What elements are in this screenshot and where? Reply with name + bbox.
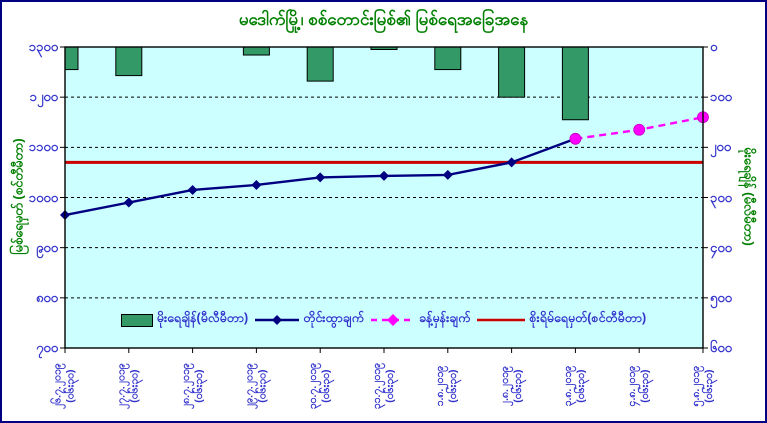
chart-title: မဒေါက်မြို့၊ စစ်တောင်းမြစ်၏ မြစ်ရေအခြေအန…	[238, 10, 529, 29]
x-axis-label: ၁.၈.၂၀၁၉ (၀၆း၃၀)	[414, 351, 482, 421]
danger-line-swatch-icon	[477, 318, 526, 322]
observed-line-swatch-icon	[255, 315, 300, 325]
x-axis-label-text: ၃.၈.၂၀၁၉ (၀၆း၃၀)	[562, 365, 588, 407]
x-axis-label: ၂.၈.၂၀၁၉ (၀၆း၃၀)	[478, 351, 546, 421]
left-axis-tick-label: ၇၀၀	[36, 340, 58, 355]
x-axis-label: ၃၁.၇.၂၀၁၉ (၀၆း၃၀)	[350, 351, 418, 421]
x-axis-label-text: ၂၇.၇.၂၀၁၉ (၀၆း၃၀)	[115, 363, 141, 409]
left-axis-tick-label: ၁၀၀၀	[28, 189, 58, 205]
x-axis-label: ၂၉.၇.၂၀၁၉ (၀၆း၃၀)	[222, 351, 290, 421]
x-axis-label: ၃၀.၇.၂၀၁၉ (၀၆း၃၀)	[286, 351, 354, 421]
x-axis-label-text: ၅.၈.၂၀၁၉ (၀၆း၃၀)	[689, 365, 715, 407]
x-axis-label: ၃.၈.၂၀၁၉ (၀၆း၃၀)	[541, 351, 609, 421]
legend-item-forecast: ခန့်မှန်းချက်	[370, 311, 471, 329]
x-axis-label: ၂၆.၇.၂၀၁၉ (၀၆း၃၀)	[31, 351, 99, 421]
legend-item-danger-level: စိုးရိမ်ရေမှတ်(စင်တီမီတာ)	[477, 311, 646, 329]
legend-item-rainfall: မိုးရေချိန်(မီလီမီတာ)	[120, 311, 249, 329]
right-axis-tick-label: ၀	[710, 39, 718, 54]
rainfall-bar-swatch-icon	[120, 313, 153, 327]
right-axis-tick-label: ၁၀၀	[710, 89, 732, 105]
x-axis-label-text: ၃၀.၇.၂၀၁၉ (၀၆း၃၀)	[307, 362, 333, 410]
legend-label: တိုင်းထွာချက်	[303, 311, 364, 325]
left-axis-tick-label: ၈၀၀	[35, 289, 58, 305]
left-axis-tick-label: ၉၀၀	[36, 239, 58, 255]
left-axis-tick-label: ၁၂၀၀	[29, 89, 58, 105]
x-axis-label-text: ၂၆.၇.၂၀၁၉ (၀၆း၃၀)	[51, 363, 77, 409]
x-axis-label: ၂၈.၇.၂၀၁၉ (၀၆း၃၀)	[159, 351, 227, 421]
legend-label: မိုးရေချိန်(မီလီမီတာ)	[156, 311, 249, 325]
right-axis-tick-label: ၄၀၀	[710, 239, 732, 255]
left-axis-tick-label: ၁၁၀၀	[28, 139, 58, 155]
legend-label: စိုးရိမ်ရေမှတ်(စင်တီမီတာ)	[529, 311, 647, 325]
legend-label: ခန့်မှန်းချက်	[418, 311, 471, 325]
right-axis-tick-label: ၆၀၀	[710, 340, 732, 355]
x-axis-label: ၅.၈.၂၀၁၉ (၀၆း၃၀)	[669, 351, 737, 421]
forecast-line-swatch-icon	[370, 314, 415, 326]
right-axis-tick-label: ၅၀၀	[710, 289, 732, 305]
x-axis-label-text: ၂၈.၇.၂၀၁၉ (၀၆း၃၀)	[179, 363, 205, 409]
x-axis-label-text: ၃၁.၇.၂၀၁၉ (၀၆း၃၀)	[370, 362, 396, 410]
left-axis-tick-label: ၁၃၀၀	[28, 39, 58, 54]
chart-legend: မိုးရေချိန်(မီလီမီတာ) တိုင်းထွာချက် ခန့်…	[0, 307, 767, 333]
right-axis-tick-label: ၂၀၀	[710, 139, 732, 155]
x-axis-label-text: ၁.၈.၂၀၁၉ (၀၆း၃၀)	[434, 365, 460, 407]
x-axis-label-text: ၄.၈.၂၀၁၉ (၀၆း၃၀)	[626, 365, 652, 407]
x-axis-label-text: ၂၉.၇.၂၀၁၉ (၀၆း၃၀)	[243, 363, 269, 409]
x-axis-label-text: ၂.၈.၂၀၁၉ (၀၆း၃၀)	[498, 366, 524, 406]
x-axis-label: ၂၇.၇.၂၀၁၉ (၀၆း၃၀)	[95, 351, 163, 421]
x-axis-label: ၄.၈.၂၀၁၉ (၀၆း၃၀)	[605, 351, 673, 421]
right-axis-tick-label: ၃၀၀	[710, 189, 732, 205]
legend-item-observed: တိုင်းထွာချက်	[255, 311, 364, 329]
